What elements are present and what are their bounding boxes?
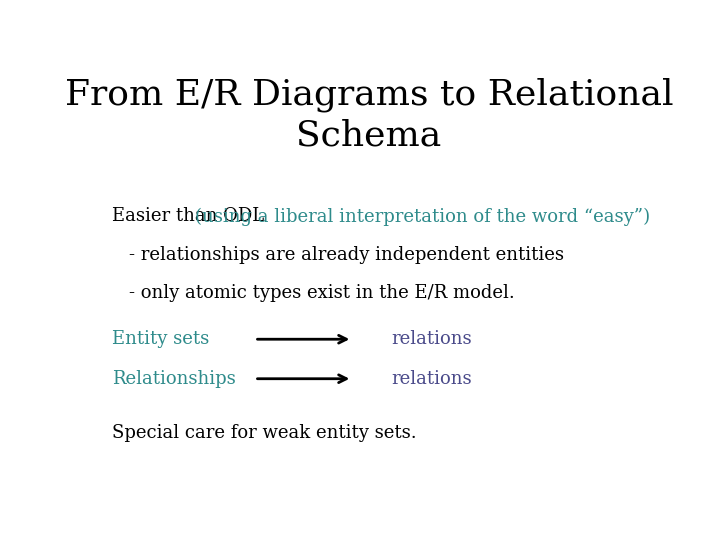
- Text: relations: relations: [392, 330, 472, 348]
- Text: (using a liberal interpretation of the word “easy”): (using a liberal interpretation of the w…: [195, 207, 650, 226]
- Text: Relationships: Relationships: [112, 370, 236, 388]
- Text: - only atomic types exist in the E/R model.: - only atomic types exist in the E/R mod…: [129, 285, 515, 302]
- Text: relations: relations: [392, 370, 472, 388]
- Text: - relationships are already independent entities: - relationships are already independent …: [129, 246, 564, 264]
- Text: From E/R Diagrams to Relational
Schema: From E/R Diagrams to Relational Schema: [65, 77, 673, 152]
- Text: Special care for weak entity sets.: Special care for weak entity sets.: [112, 424, 417, 442]
- Text: Easier than ODL: Easier than ODL: [112, 207, 270, 225]
- Text: Entity sets: Entity sets: [112, 330, 210, 348]
